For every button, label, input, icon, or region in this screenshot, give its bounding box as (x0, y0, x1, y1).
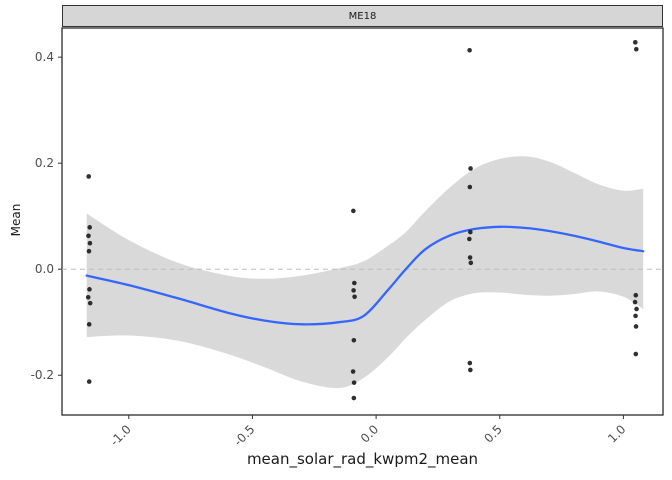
x-tick-label: 0.5 (481, 422, 504, 445)
data-point (86, 233, 91, 239)
smooth-trend-line (85, 225, 645, 326)
data-point (467, 360, 473, 366)
data-point (86, 379, 92, 384)
data-point (632, 299, 638, 305)
y-axis-title: Mean (9, 203, 23, 237)
x-tick-label: 1.0 (605, 422, 628, 445)
y-axis: -0.2 0.0 0.2 0.4 (31, 50, 62, 382)
data-point (87, 287, 92, 292)
data-point (467, 236, 472, 242)
data-point (351, 395, 357, 401)
data-point (468, 260, 474, 266)
data-point (350, 369, 356, 374)
data-point (87, 225, 93, 230)
facet-strip-label: ME18 (62, 5, 663, 27)
data-point (352, 294, 357, 300)
x-axis: -1.0 -0.5 0.0 0.5 1.0 (107, 415, 629, 449)
data-point (351, 288, 356, 293)
data-point (351, 380, 357, 385)
data-point (633, 46, 639, 52)
data-point (634, 306, 639, 312)
data-point (633, 292, 639, 298)
data-point (86, 322, 92, 327)
x-tick-label: 0.0 (358, 422, 381, 445)
scatter-points (85, 40, 639, 401)
x-tick-label: -0.5 (231, 422, 257, 448)
data-point (87, 240, 93, 246)
y-tick-label: -0.2 (31, 368, 54, 382)
data-point (633, 313, 638, 319)
data-point (468, 166, 473, 171)
x-axis-title: mean_solar_rad_kwpm2_mean (246, 450, 479, 468)
y-tick-label: 0.4 (35, 50, 54, 64)
data-point (467, 255, 473, 260)
y-tick-label: 0.0 (35, 262, 54, 276)
x-tick-label: -1.0 (107, 422, 133, 448)
data-point (85, 295, 91, 300)
data-point (467, 184, 473, 190)
data-point (633, 351, 639, 357)
data-point (632, 40, 638, 45)
data-point (633, 324, 639, 329)
data-point (351, 337, 357, 343)
data-point (351, 208, 356, 214)
confidence-ribbon (86, 156, 644, 389)
data-point (87, 300, 93, 306)
data-point (467, 47, 472, 53)
data-point (352, 280, 357, 286)
y-tick-label: 0.2 (35, 156, 54, 170)
data-point (468, 367, 473, 373)
data-point (86, 174, 92, 179)
data-point (86, 248, 92, 254)
data-point (468, 229, 473, 235)
